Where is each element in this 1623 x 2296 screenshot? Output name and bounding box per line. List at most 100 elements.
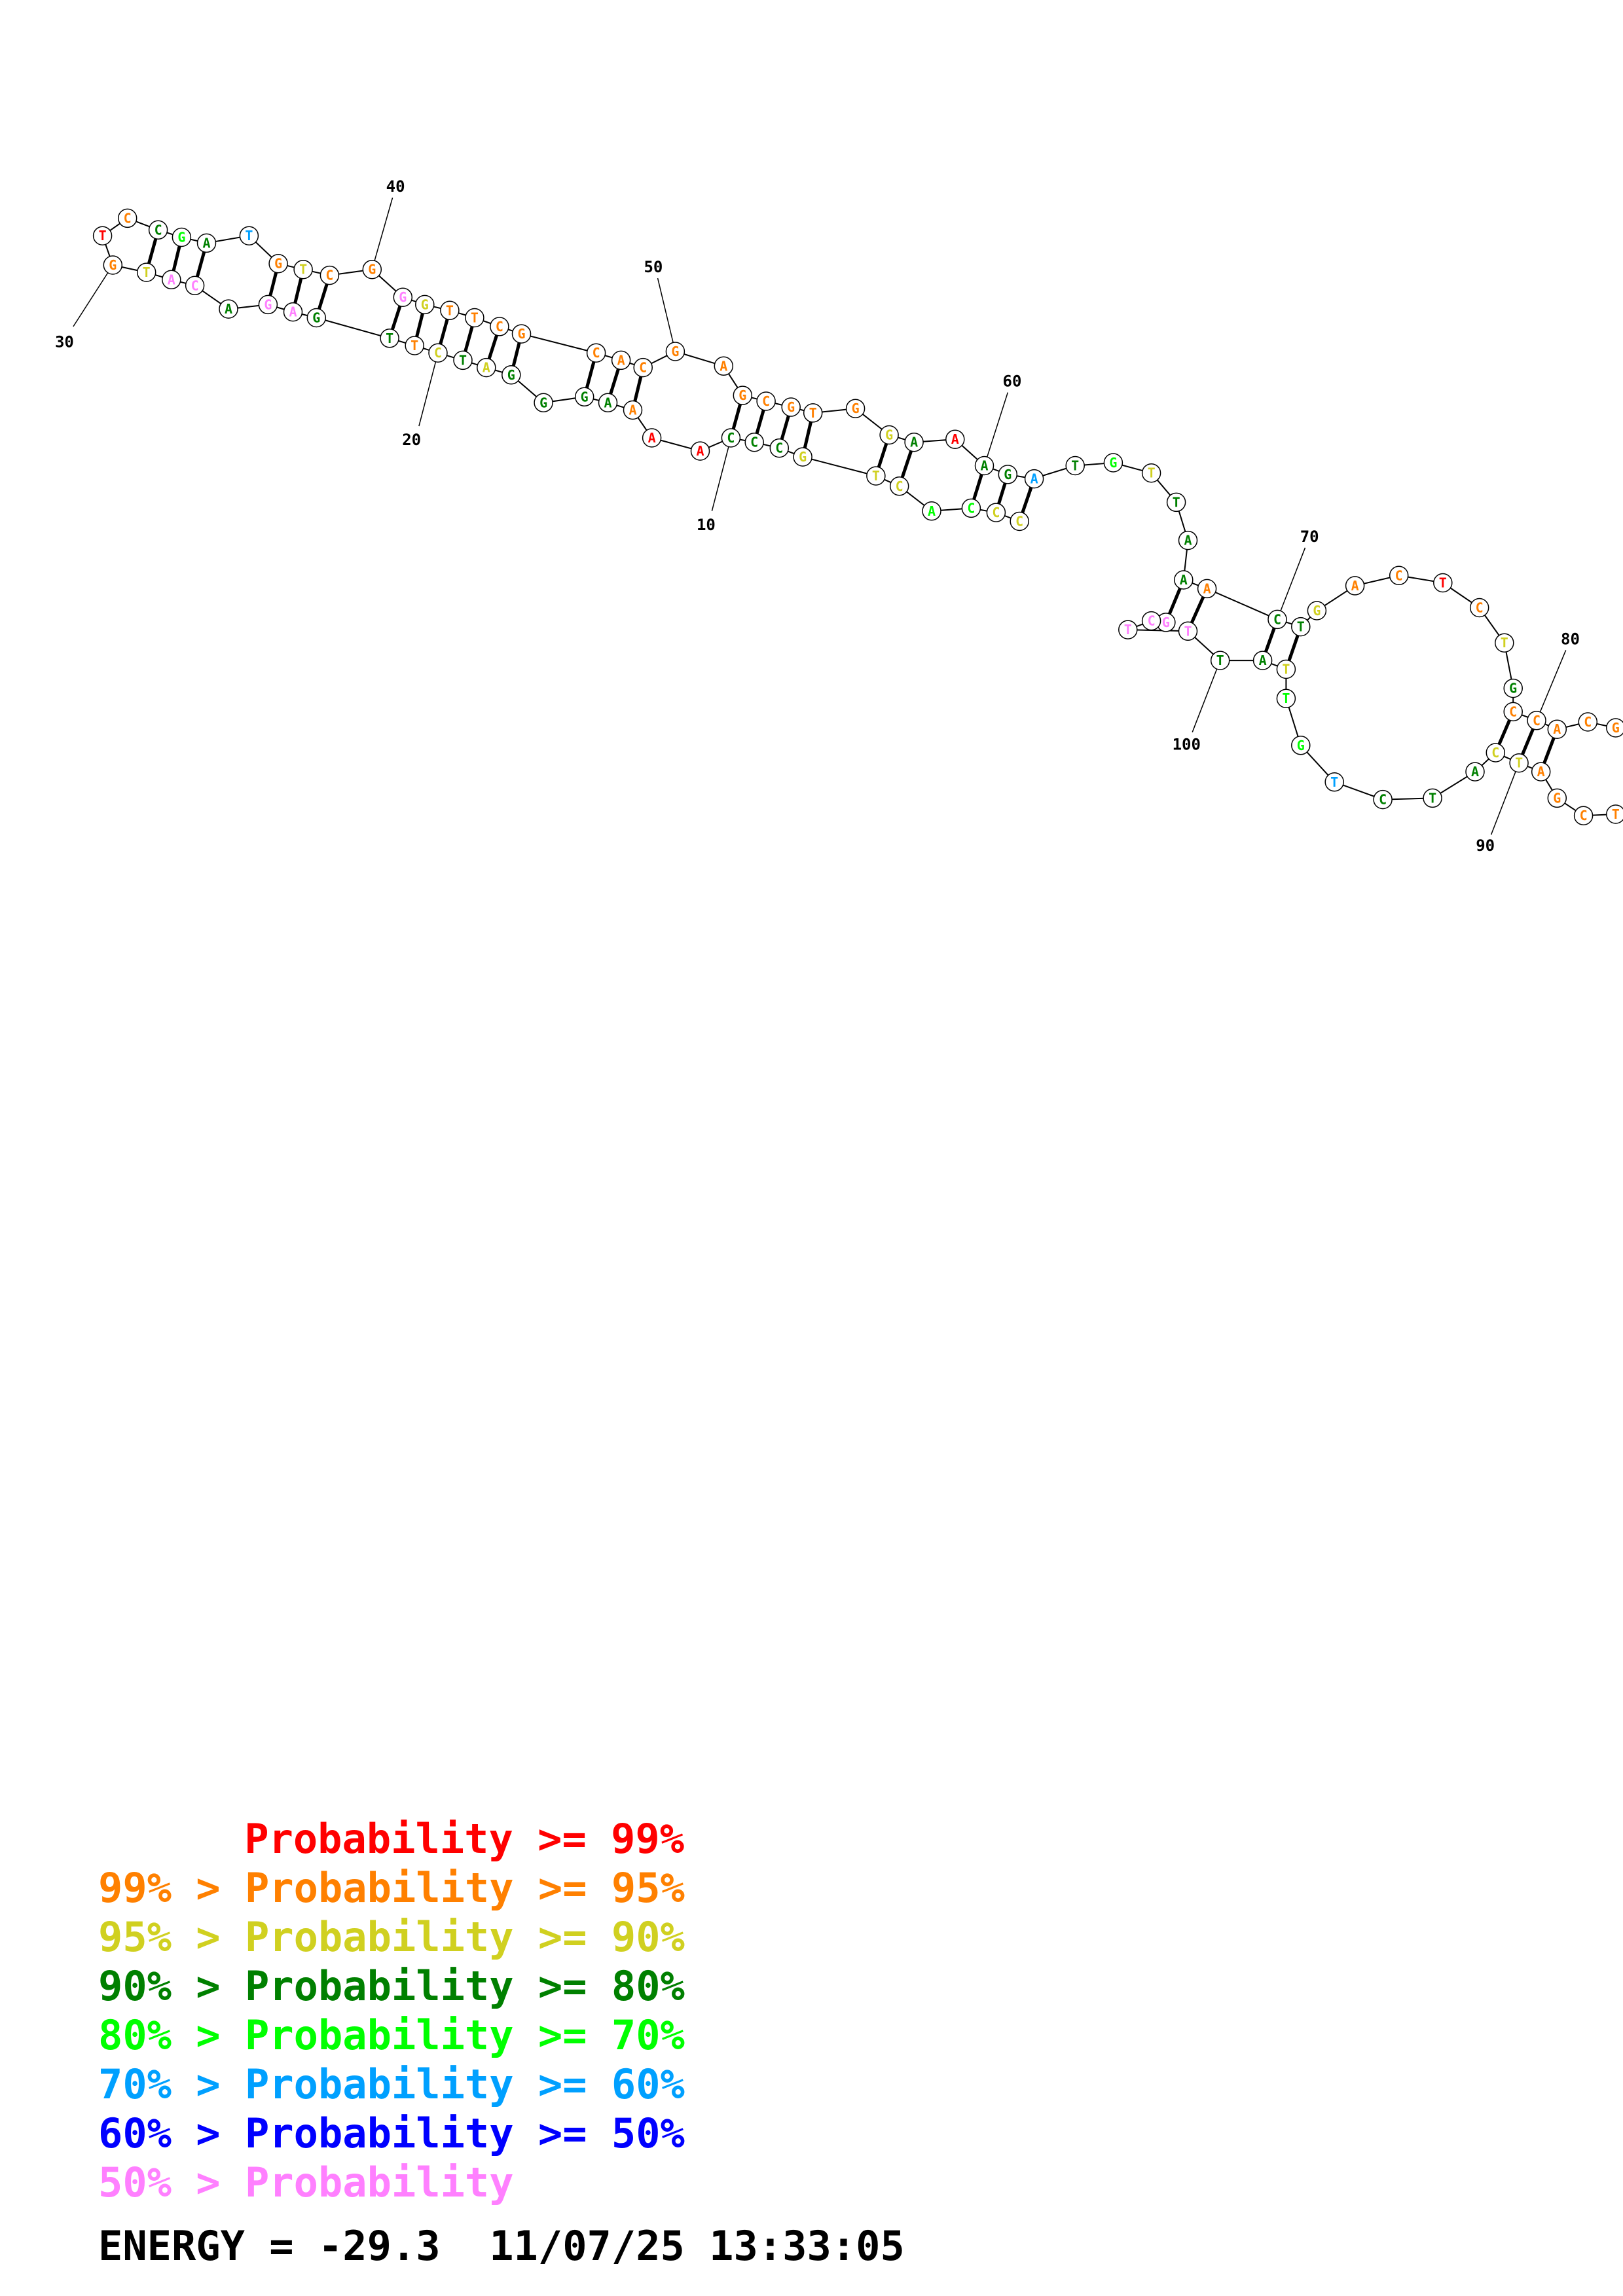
nucleotide-circle (103, 255, 123, 275)
nucleotide-circle (756, 391, 776, 411)
nucleotide: C (986, 503, 1006, 522)
nucleotide-letter: G (177, 230, 185, 245)
nucleotide-circle (1267, 609, 1287, 630)
backbone (101, 217, 1616, 817)
position-label: 70 (1300, 528, 1319, 546)
nucleotide: T (1433, 573, 1453, 593)
nucleotide: A (1197, 579, 1217, 599)
nucleotide-letter: A (951, 431, 959, 447)
nucleotide-letter: C (1395, 567, 1403, 583)
legend-row: 95% > Probability >= 90% (98, 1912, 685, 1962)
nucleotide-circle (405, 336, 424, 355)
legend-row: Probability >= 99% (98, 1814, 685, 1863)
nucleotide-circle (1276, 689, 1296, 708)
nucleotide-letter: A (696, 443, 704, 459)
nucleotide-letter: A (483, 360, 490, 376)
legend-condition: Probability >= 60% (244, 2060, 685, 2108)
legend-row: 60% > Probability >= 50% (98, 2109, 685, 2158)
nucleotide: T (1141, 463, 1161, 483)
nucleotide-circle (1433, 573, 1453, 593)
nucleotide-letter: C (992, 505, 1000, 520)
nucleotide: T (1276, 689, 1296, 708)
nucleotide-letter: A (928, 503, 936, 519)
nucleotide: C (490, 317, 509, 336)
nucleotide: A (598, 393, 618, 413)
nucleotide-letter: T (1282, 662, 1290, 677)
nucleotide-letter: T (1216, 653, 1224, 668)
nucleotide-letter: A (1180, 572, 1188, 588)
nucleotide: C (633, 357, 653, 378)
nucleotide-letter: T (143, 264, 151, 280)
nucleotide-circle (1178, 530, 1198, 550)
nucleotide-letter: T (99, 228, 107, 243)
nucleotide-circle (1495, 633, 1514, 653)
nucleotide: C (1469, 598, 1489, 618)
nucleotide-letter: G (274, 256, 282, 272)
nucleotide: C (1141, 611, 1161, 631)
nucleotide: G (845, 399, 866, 418)
position-tick (1192, 660, 1221, 732)
nucleotide-letter: C (124, 210, 132, 226)
nucleotide-circle (598, 393, 618, 413)
nucleotide-letter: G (517, 326, 525, 342)
nucleotide-letter: T (1612, 806, 1620, 822)
nucleotide-circle (1197, 579, 1217, 599)
nucleotide: C (319, 265, 340, 285)
nucleotide: C (428, 343, 448, 363)
nucleotide: C (1573, 806, 1594, 825)
legend-row: 99% > Probability >= 95% (98, 1863, 685, 1912)
nucleotide: A (904, 432, 924, 452)
nucleotide-circle (1174, 570, 1194, 590)
nucleotide-letter: G (1553, 790, 1561, 806)
nucleotide-letter: C (1580, 808, 1588, 823)
nucleotide: G (534, 393, 553, 413)
legend-condition: Probability >= 80% (244, 1962, 685, 2010)
legend-prefix: 95% > (98, 1913, 245, 1961)
nucleotide-circle (511, 324, 532, 344)
nucleotide: C (148, 220, 168, 240)
nucleotide-letter: G (885, 427, 893, 443)
nucleotide: A (1345, 576, 1365, 596)
nucleotide-letter: A (910, 435, 918, 450)
nucleotide: G (362, 259, 382, 279)
nucleotide-circle (1210, 651, 1230, 670)
nucleotide: T (1178, 621, 1198, 641)
nucleotide-letter: T (299, 262, 307, 278)
nucleotide-letter: C (1533, 713, 1541, 728)
nucleotide: A (922, 501, 941, 521)
nucleotide-letter: C (434, 345, 442, 361)
nucleotide: C (756, 391, 776, 411)
nucleotide-circle (477, 357, 496, 378)
nucleotide-letter: T (1071, 458, 1079, 474)
nucleotide-circle (1252, 651, 1273, 670)
nucleotide-circle (239, 226, 259, 245)
position-tick (418, 353, 439, 427)
nucleotide-letter: T (410, 338, 418, 353)
nucleotide-circle (1503, 678, 1523, 698)
nucleotide-circle (117, 208, 137, 228)
nucleotide-circle (945, 429, 965, 449)
position-label: 10 (697, 516, 716, 534)
nucleotide-circle (665, 342, 685, 361)
nucleotide-circle (922, 501, 941, 521)
nucleotide-letter: C (155, 222, 162, 238)
backbone-segment (1183, 575, 1616, 730)
nucleotide: T (405, 336, 424, 355)
nucleotide: A (1531, 762, 1551, 781)
nucleotide-circle (866, 466, 886, 486)
nucleotide-circle (258, 295, 278, 315)
nucleotide-circle (1389, 565, 1409, 586)
nucleotide-circle (319, 265, 340, 285)
nucleotide-letter: G (1297, 738, 1305, 753)
nucleotide: G (781, 397, 801, 417)
nucleotide: G (258, 295, 278, 315)
nucleotide-letter: A (648, 430, 656, 446)
legend-condition: Probability >= 99% (244, 1815, 685, 1863)
legend-prefix: 70% > (98, 2060, 245, 2108)
nucleotide: C (1578, 712, 1598, 732)
nucleotide: A (1178, 530, 1198, 550)
nucleotide: G (998, 465, 1018, 484)
nucleotide: C (769, 438, 790, 458)
nucleotide-circle (889, 476, 909, 496)
nucleotide: T (136, 262, 156, 282)
